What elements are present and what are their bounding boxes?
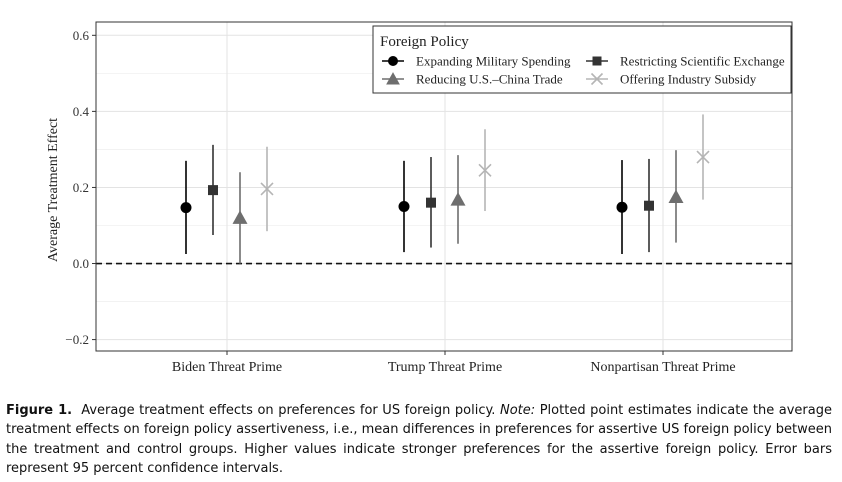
- caption-note: Plotted point estimates indicate the ave…: [6, 403, 832, 477]
- point-estimate: [232, 210, 248, 224]
- legend-key-marker: [592, 56, 602, 66]
- x-tick-label: Nonpartisan Threat Prime: [590, 360, 735, 375]
- legend-label: Expanding Military Spending: [416, 54, 571, 69]
- x-axis: Biden Threat Prime Trump Threat Prime Nonp…: [172, 351, 736, 375]
- caption-figure-label: Figure 1.: [6, 403, 73, 418]
- x-tick-label: Biden Threat Prime: [172, 360, 282, 375]
- point-estimate: [398, 200, 410, 212]
- legend-box: [372, 25, 792, 94]
- legend-key-marker: [388, 56, 398, 66]
- y-tick-label: 0.0: [73, 256, 89, 271]
- legend-items: Expanding Military Spending Restricting S…: [382, 54, 785, 87]
- y-tick-label: 0.2: [73, 180, 89, 195]
- x-tick-label: Trump Threat Prime: [388, 360, 502, 375]
- point-estimate: [644, 200, 654, 211]
- point-estimate: [668, 189, 684, 203]
- point-estimate: [450, 192, 466, 206]
- y-tick-label: 0.6: [73, 28, 90, 43]
- y-tick-label: −0.2: [65, 332, 89, 347]
- treatment-effect-chart: −0.2 0.0 0.2 0.4 0.6 Biden Threat Prime Trump…: [46, 21, 793, 375]
- point-estimate: [478, 163, 492, 177]
- point-estimate: [426, 197, 436, 208]
- y-tick-label: 0.4: [73, 104, 90, 119]
- point-estimate: [696, 150, 710, 164]
- legend-label: Reducing U.S.–China Trade: [416, 72, 563, 87]
- legend: Foreign Policy Expanding Military Spendi…: [372, 25, 792, 94]
- figure-caption: Figure 1. Average treatment effects on p…: [6, 401, 832, 479]
- caption-note-label: Note:: [500, 403, 536, 418]
- y-axis-title: Average Treatment Effect: [46, 118, 61, 262]
- point-estimate: [260, 182, 274, 196]
- legend-title: Foreign Policy: [380, 34, 469, 50]
- point-estimate: [180, 202, 192, 214]
- legend-key-marker: [386, 72, 400, 85]
- point-estimate: [616, 201, 628, 213]
- legend-key-marker: [590, 72, 604, 86]
- caption-main: Average treatment effects on preferences…: [81, 403, 496, 418]
- legend-label: Restricting Scientific Exchange: [620, 54, 785, 69]
- plot-panel-border: [95, 21, 793, 352]
- point-estimate: [208, 185, 218, 196]
- chart-marks: [180, 114, 710, 264]
- legend-label: Offering Industry Subsidy: [620, 72, 757, 87]
- y-axis: −0.2 0.0 0.2 0.4 0.6: [65, 28, 96, 347]
